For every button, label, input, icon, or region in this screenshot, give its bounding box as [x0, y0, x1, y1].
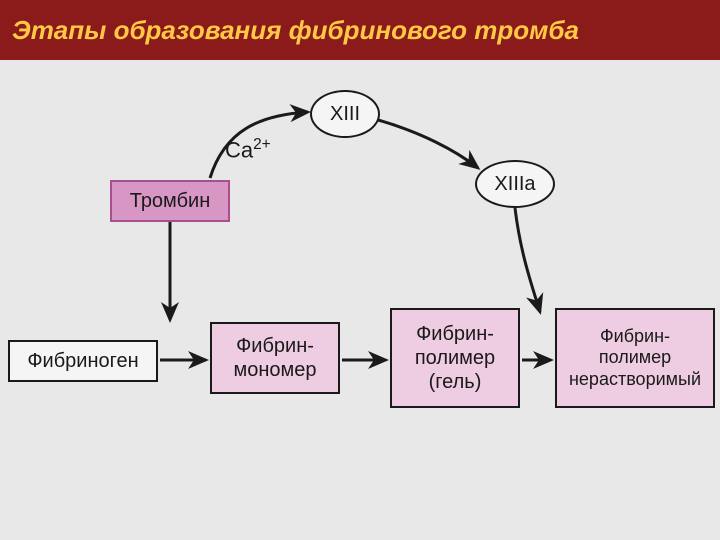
diagram-area: XIII XIIIa Тромбин Фибриноген Фибрин- мономе…	[0, 60, 720, 540]
header: Этапы образования фибринового тромба	[0, 0, 720, 60]
node-fibrinogen: Фибриноген	[8, 340, 158, 382]
node-xiiia: XIIIa	[475, 160, 555, 208]
node-xiii: XIII	[310, 90, 380, 138]
edge-e-xiiia-down	[515, 208, 540, 312]
node-fibrin-polymer-insoluble: Фибрин- полимер нерастворимый	[555, 308, 715, 408]
node-fibrin-polymer-gel: Фибрин- полимер (гель)	[390, 308, 520, 408]
page-title: Этапы образования фибринового тромба	[12, 15, 579, 46]
node-thrombin: Тромбин	[110, 180, 230, 222]
node-fibrin-monomer: Фибрин- мономер	[210, 322, 340, 394]
label-ca2plus: Ca2+	[225, 136, 271, 163]
edge-e-xiii-xiiia	[378, 120, 478, 168]
